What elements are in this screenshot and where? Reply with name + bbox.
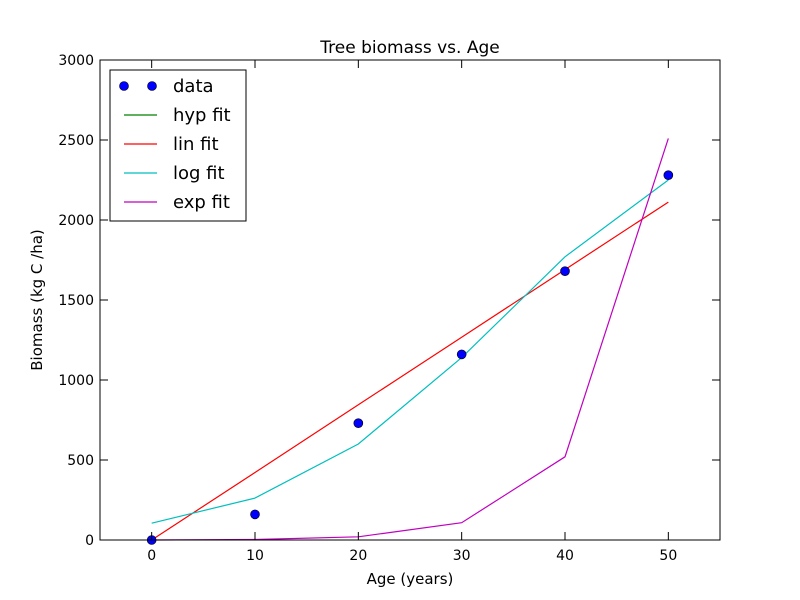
data-point: [250, 509, 260, 520]
x-tick-label: 20: [349, 548, 367, 564]
x-axis: 0 10 20 30 40 50: [147, 60, 677, 564]
y-tick-label: 3000: [58, 53, 94, 69]
legend-label-lin-fit: lin fit: [173, 134, 219, 155]
data-point: [456, 349, 467, 360]
legend-box: [109, 69, 247, 222]
legend-label-exp-fit: exp fit: [173, 192, 230, 213]
x-axis-title: Age (years): [367, 570, 454, 588]
y-tick-label: 0: [85, 533, 94, 549]
y-axis: 0 500 1000 1500 2000 2500 3000: [58, 53, 720, 549]
data-point: [353, 418, 364, 429]
x-tick-label: 0: [147, 548, 156, 564]
data-point: [663, 170, 674, 180]
legend-swatch-data: [147, 81, 157, 91]
y-axis-title: Biomass (kg C /ha): [28, 229, 46, 371]
legend-label-hyp-fit: hyp fit: [173, 105, 231, 126]
x-tick-label: 10: [246, 548, 264, 564]
y-tick-label: 2000: [58, 213, 94, 229]
plot-markers: [146, 170, 674, 545]
y-tick-label: 500: [67, 453, 94, 469]
x-tick-label: 50: [659, 548, 677, 564]
legend: data hyp fit lin fit log fit exp fit: [109, 69, 247, 222]
legend-label-data: data: [173, 76, 214, 97]
legend-swatch-data: [119, 81, 129, 91]
y-tick-label: 1000: [58, 373, 94, 389]
y-tick-label: 1500: [58, 293, 94, 309]
series-line-lin-fit: [151, 201, 669, 541]
x-tick-label: 40: [556, 548, 574, 564]
y-tick-label: 2500: [58, 133, 94, 149]
data-point: [560, 266, 570, 277]
x-tick-label: 30: [453, 548, 471, 564]
legend-label-log-fit: log fit: [173, 163, 225, 184]
series-line-log-fit: [151, 179, 669, 524]
chart-title: Tree biomass vs. Age: [319, 38, 499, 58]
